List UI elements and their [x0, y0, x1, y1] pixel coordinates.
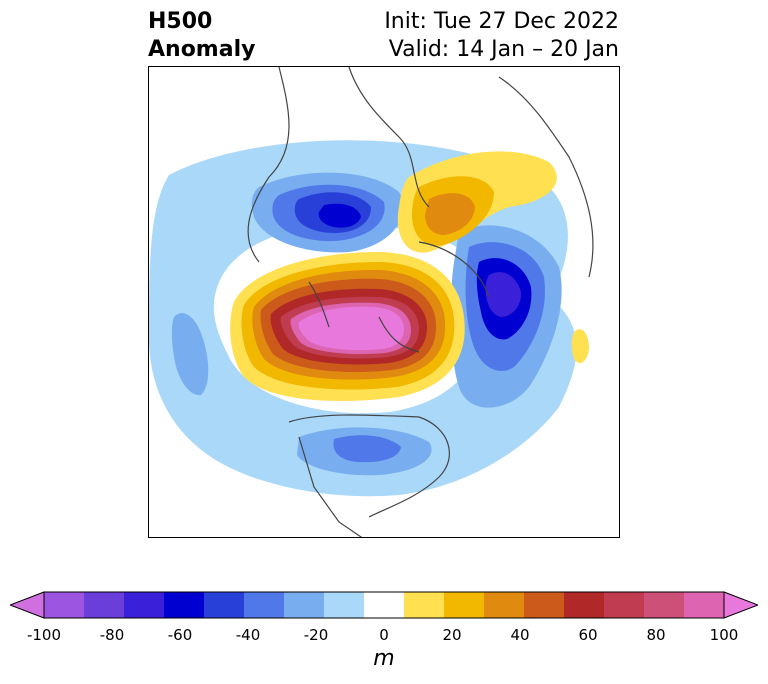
colorbar-tick-label: -40 [235, 626, 261, 644]
title-variable: H500 [148, 9, 213, 34]
init-date: Init: Tue 27 Dec 2022 [384, 9, 619, 34]
colorbar-tick-label: 20 [442, 626, 462, 644]
colorbar-tick-label: -100 [26, 626, 62, 644]
negative-center-bering-4 [318, 203, 361, 228]
colorbar-segment [124, 592, 165, 618]
colorbar-tick-label: 60 [578, 626, 598, 644]
colorbar-segment [444, 592, 485, 618]
colorbar-segment [404, 592, 445, 618]
colorbar-tick-label: 0 [379, 626, 389, 644]
map-dates: Init: Tue 27 Dec 2022 Valid: 14 Jan – 20… [384, 8, 619, 64]
colorbar-border [43, 591, 725, 619]
negative-center-us-2 [333, 435, 401, 463]
colorbar-tick-label: -80 [99, 626, 125, 644]
negative-center-right-4 [485, 272, 522, 317]
positive-small-east [571, 329, 589, 364]
map-canvas [149, 67, 594, 537]
colorbar-tick-label: 80 [646, 626, 666, 644]
colorbar-segment [524, 592, 565, 618]
colorbar-tick-label: -60 [167, 626, 193, 644]
coastlines [247, 67, 594, 537]
colorbar-segment [324, 592, 365, 618]
colorbar-segment [204, 592, 245, 618]
colorbar-segment [604, 592, 645, 618]
colorbar-tick-label: -20 [303, 626, 329, 644]
colorbar-segment [164, 592, 205, 618]
colorbar-segment [564, 592, 605, 618]
colorbar-segment [364, 592, 405, 618]
colorbar-tick-label: 100 [709, 626, 739, 644]
positive-arctic-8 [298, 306, 404, 351]
colorbar-segment [684, 592, 725, 618]
colorbar-extend-low [10, 591, 45, 619]
map-title: H500 Anomaly [148, 8, 255, 64]
colorbar-tick-label: 40 [510, 626, 530, 644]
negative-center-left [171, 313, 209, 396]
colorbar-unit: m [373, 646, 395, 671]
anomaly-map [148, 66, 620, 538]
colorbar-segment [484, 592, 525, 618]
valid-range: Valid: 14 Jan – 20 Jan [388, 37, 619, 62]
positive-center-europe-3 [425, 193, 475, 235]
colorbar [10, 591, 758, 619]
colorbar-segment [84, 592, 125, 618]
colorbar-extend-high [723, 591, 758, 619]
colorbar-segment [284, 592, 325, 618]
colorbar-segment [244, 592, 285, 618]
colorbar-segment [44, 592, 85, 618]
colorbar-segment [644, 592, 685, 618]
title-field: Anomaly [148, 37, 256, 62]
